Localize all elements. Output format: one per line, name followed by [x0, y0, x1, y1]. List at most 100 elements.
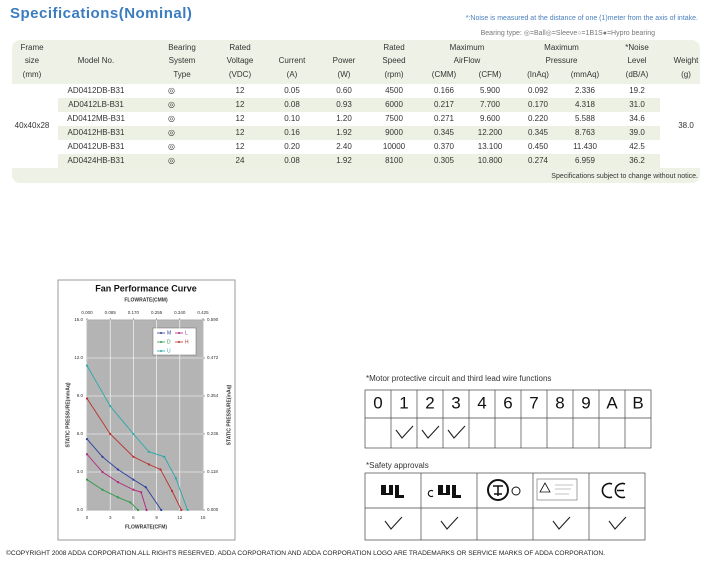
- x2-tick-label: 0.425: [197, 310, 209, 315]
- table-cell: AD0412LB-B31: [68, 100, 124, 109]
- legend-marker: [178, 332, 180, 334]
- legend-label: U: [167, 348, 171, 354]
- y-tick-label: 15.0: [74, 317, 83, 322]
- function-code: 9: [581, 393, 590, 412]
- bearing-legend: Bearing type: ◎=Ball◎=Sleeve○=1B1S●=Hypr…: [481, 30, 655, 37]
- header-cell: AirFlow: [454, 56, 481, 65]
- table-cell: 6000: [385, 100, 403, 109]
- table-cell: 12: [236, 86, 245, 95]
- header-cell: (W): [338, 70, 351, 79]
- header-cell: Voltage: [227, 56, 254, 65]
- curve-point: [85, 364, 89, 367]
- check-mark: [608, 516, 627, 530]
- table-cell: 0.217: [434, 100, 455, 109]
- table-cell: 5.588: [575, 114, 596, 123]
- curve-point: [109, 432, 112, 436]
- tuv-logo: [536, 478, 578, 501]
- table-cell: 0.274: [528, 156, 549, 165]
- curve-point: [145, 508, 148, 512]
- header-cell: Level: [627, 56, 646, 65]
- function-code: 4: [477, 393, 486, 412]
- legend-marker: [160, 341, 162, 343]
- table-cell: ◎: [168, 100, 175, 109]
- ce-c: [601, 482, 613, 499]
- curve-point: [174, 477, 178, 480]
- x-axis-label: FLOWRATE(CFM): [125, 524, 167, 530]
- curve-point: [132, 488, 135, 491]
- x-tick-label: 9: [155, 515, 158, 520]
- header-cell: Frame: [20, 43, 44, 52]
- curve-point: [132, 478, 135, 481]
- table-cell: 42.5: [629, 142, 645, 151]
- curve-point: [170, 489, 174, 493]
- table-cell: 0.10: [284, 114, 300, 123]
- table-cell: 12.200: [478, 128, 503, 137]
- header-cell: Weight: [674, 56, 700, 65]
- motor-grid: [364, 389, 652, 449]
- noise-note: *:Noise is measured at the distance of o…: [466, 15, 698, 22]
- table-cell: 0.08: [284, 156, 300, 165]
- table-cell: 2.336: [575, 86, 596, 95]
- curve-point: [186, 508, 189, 512]
- header-cell: (mm): [23, 70, 42, 79]
- table-cell: 0.60: [336, 86, 352, 95]
- csa-inner: [493, 485, 503, 496]
- safety-logos: [381, 478, 626, 501]
- x2-tick-label: 0.255: [151, 310, 163, 315]
- table-cell: AD0412DB-B31: [68, 86, 125, 95]
- table-cell: 24: [236, 156, 245, 165]
- header-cell: Type: [173, 70, 191, 79]
- curve-point: [101, 455, 104, 458]
- table-cell: ◎: [168, 156, 175, 165]
- header-cell: *Noise: [625, 43, 649, 52]
- y-tick-label: 3.0: [77, 469, 84, 474]
- table-cell: 0.08: [284, 100, 300, 109]
- y2-tick-label: 0.354: [207, 393, 219, 398]
- curve-point: [85, 437, 89, 441]
- legend-marker: [160, 350, 162, 352]
- function-code: 6: [503, 393, 512, 412]
- function-code: 2: [425, 393, 434, 412]
- check-mark: [552, 516, 571, 530]
- legend-label: L: [185, 330, 188, 336]
- curve-point: [85, 478, 89, 481]
- curve-point: [180, 508, 183, 512]
- curve-point: [129, 501, 132, 504]
- legend-marker: [178, 341, 180, 343]
- motor-border: [364, 389, 652, 449]
- header-cell: (g): [681, 70, 691, 79]
- legend-label: H: [185, 339, 189, 345]
- table-footnote: Specifications subject to change without…: [551, 173, 698, 180]
- table-cell: 0.166: [434, 86, 455, 95]
- safety-title: *Safety approvals: [366, 461, 429, 470]
- table-cell: 10.800: [478, 156, 503, 165]
- y2-tick-label: 0.236: [207, 431, 219, 436]
- x2-axis-label: FLOWRATE(CMM): [124, 297, 168, 303]
- curve-point: [144, 486, 147, 489]
- x2-tick-label: 0.000: [81, 310, 93, 315]
- table-cell: 0.305: [434, 156, 455, 165]
- x-tick-label: 3: [109, 515, 112, 520]
- table-cell: 4500: [385, 86, 403, 95]
- curve-point: [116, 481, 120, 484]
- y2-tick-label: 0.472: [207, 355, 219, 360]
- table-cell: 6.959: [575, 156, 596, 165]
- curve-point: [85, 453, 89, 456]
- x2-tick-label: 0.340: [174, 310, 186, 315]
- legend-marker: [160, 332, 162, 334]
- table-cell: ◎: [168, 128, 175, 137]
- header-cell: (CMM): [432, 70, 457, 79]
- legend-label: D: [167, 339, 171, 345]
- table-cell: 1.20: [336, 114, 352, 123]
- table-cell: 0.170: [528, 100, 549, 109]
- x-tick-label: 6: [132, 515, 135, 520]
- cul-c: [427, 489, 434, 498]
- header-cell: (rpm): [384, 70, 403, 79]
- table-cell: 1.92: [336, 128, 352, 137]
- curve-point: [140, 491, 143, 494]
- table-cell: 0.450: [528, 142, 549, 151]
- header-cell: Maximum: [450, 43, 485, 52]
- x-tick-label: 12: [177, 515, 183, 520]
- table-cell: 7.700: [480, 100, 501, 109]
